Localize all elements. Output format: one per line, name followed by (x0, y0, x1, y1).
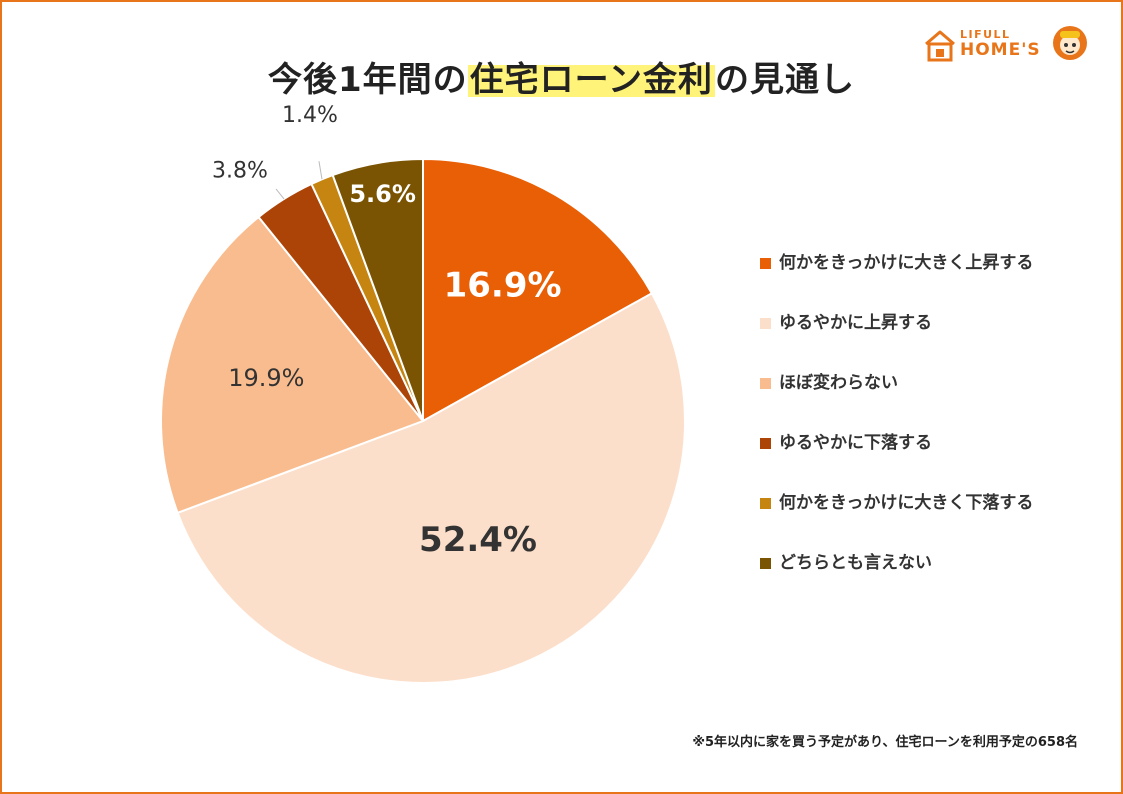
legend-item: ゆるやかに下落する (760, 430, 1033, 490)
legend-label: ゆるやかに上昇する (779, 313, 932, 333)
legend-swatch (760, 438, 771, 449)
legend-item: 何かをきっかけに大きく下落する (760, 490, 1033, 550)
legend-label: 何かをきっかけに大きく上昇する (779, 253, 1034, 273)
leader-line (275, 188, 285, 200)
title-prefix: 今後1年間の (268, 60, 468, 100)
slice-value-label: 5.6% (349, 180, 416, 208)
legend-label: ほぼ変わらない (779, 373, 898, 393)
legend-label: ゆるやかに下落する (779, 433, 932, 453)
pie-slice (422, 157, 654, 423)
legend-item: どちらとも言えない (760, 550, 1033, 610)
slice-value-label: 19.9% (228, 364, 304, 392)
chart-legend: 何かをきっかけに大きく上昇する ゆるやかに上昇する ほぼ変わらない ゆるやかに下… (760, 250, 1033, 610)
pie-slice (176, 291, 686, 684)
mascot-icon (1053, 26, 1087, 60)
legend-label: 何かをきっかけに大きく下落する (779, 493, 1034, 513)
legend-swatch (760, 258, 771, 269)
pie-slice (160, 215, 425, 515)
brand-logo: LIFULL HOME'S (922, 24, 1092, 66)
legend-item: ゆるやかに上昇する (760, 310, 1033, 370)
leader-line (318, 161, 323, 180)
legend-label: どちらとも言えない (779, 553, 932, 573)
chart-title: 今後1年間の住宅ローン金利の見通し (0, 52, 1123, 101)
title-highlight: 住宅ローン金利 (467, 60, 715, 100)
slice-value-label: 16.9% (444, 265, 562, 305)
legend-swatch (760, 378, 771, 389)
title-suffix: の見通し (714, 60, 855, 100)
legend-item: 何かをきっかけに大きく上昇する (760, 250, 1033, 310)
footnote: ※5年以内に家を買う予定があり、住宅ローンを利用予定の658名 (692, 735, 1078, 750)
legend-swatch (760, 558, 771, 569)
legend-swatch (760, 318, 771, 329)
slice-value-label: 52.4% (419, 520, 537, 560)
brand-line1: LIFULL (960, 28, 1011, 41)
pie-slice (331, 157, 424, 422)
brand-line2: HOME'S (960, 40, 1041, 60)
legend-swatch (760, 498, 771, 509)
slice-value-label: 3.8% (212, 158, 268, 183)
home-icon (925, 30, 955, 62)
legend-item: ほぼ変わらない (760, 370, 1033, 430)
slice-value-label: 1.4% (282, 103, 338, 128)
